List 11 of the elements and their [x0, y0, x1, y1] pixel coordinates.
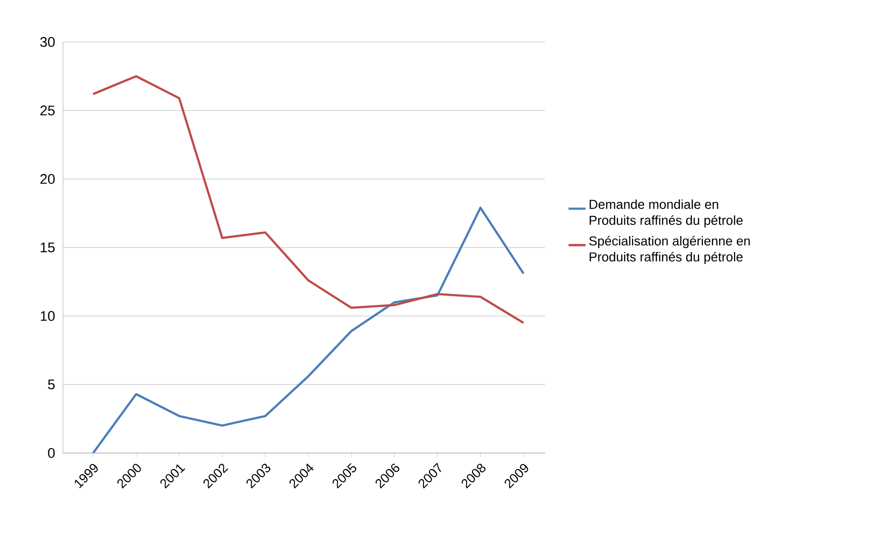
y-tick-label: 10	[40, 311, 55, 321]
y-tick-label: 0	[48, 448, 55, 458]
legend-label: Spécialisation algérienne en Produits raffinés du pétrole	[589, 236, 750, 264]
line-series	[92, 75, 525, 324]
y-tick-label: 5	[48, 380, 55, 390]
y-tick-label: 30	[40, 37, 55, 47]
y-tick-label: 25	[40, 106, 55, 116]
y-tick-label: 15	[40, 242, 55, 252]
y-tick-label: 20	[40, 174, 55, 184]
line-series	[92, 206, 525, 453]
legend-label: Demande mondiale en Produits raffinés du pétrole	[590, 199, 743, 228]
